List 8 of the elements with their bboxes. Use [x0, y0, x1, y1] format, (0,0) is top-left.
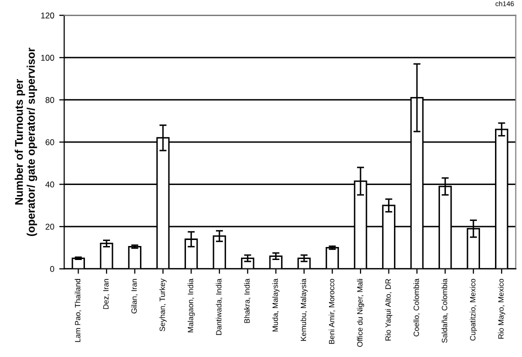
y-tick-label: 60	[46, 139, 54, 146]
y-tick-label: 40	[45, 182, 54, 188]
y-tick-label: 0	[50, 266, 54, 272]
y-tick-label: 20	[46, 224, 54, 230]
y-axis-title: Number of Turnouts per (operator/ gate operator/ supervisor	[14, 48, 38, 236]
y-tick-label: 120	[41, 12, 54, 18]
y-tick-label: 80	[46, 97, 54, 103]
y-tick-label: 100	[41, 54, 54, 61]
